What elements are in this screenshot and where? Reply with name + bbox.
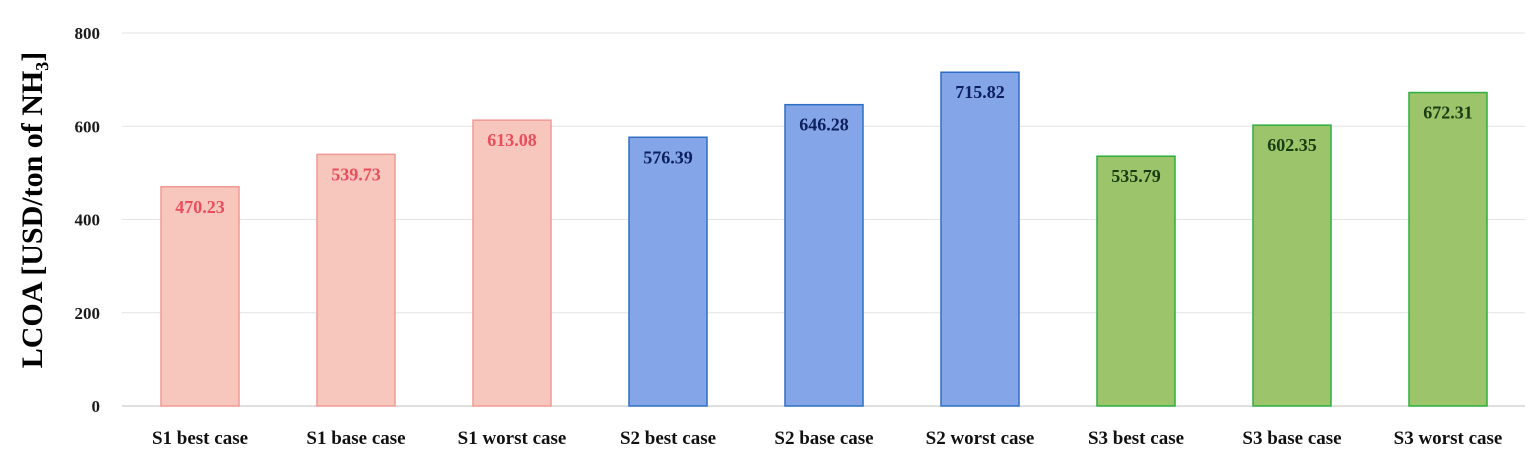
- category-label-s1-base-case: S1 base case: [306, 428, 405, 449]
- value-label-s2-base-case: 646.28: [799, 115, 849, 135]
- category-label-s3-worst-case: S3 worst case: [1394, 428, 1503, 449]
- value-label-s2-worst-case: 715.82: [955, 82, 1005, 102]
- category-label-s2-base-case: S2 base case: [774, 428, 873, 449]
- bar-s3-base-case: [1252, 124, 1332, 407]
- category-label-s1-best-case: S1 best case: [152, 428, 248, 449]
- bar-s2-base-case: [784, 103, 864, 407]
- value-label-s3-worst-case: 672.31: [1423, 103, 1473, 123]
- category-label-s1-worst-case: S1 worst case: [458, 428, 567, 449]
- bar-s2-worst-case: [940, 71, 1020, 407]
- bar-s1-base-case: [316, 153, 396, 407]
- bar-s1-best-case: [160, 186, 240, 407]
- value-label-s1-worst-case: 613.08: [487, 130, 537, 150]
- bar-s3-best-case: [1096, 155, 1176, 407]
- bar-s2-best-case: [628, 136, 708, 407]
- value-label-s1-best-case: 470.23: [175, 197, 225, 217]
- value-label-s3-best-case: 535.79: [1111, 166, 1161, 186]
- y-tick-label-400: 400: [75, 211, 101, 230]
- category-label-s2-best-case: S2 best case: [620, 428, 716, 449]
- value-label-s3-base-case: 602.35: [1267, 135, 1317, 155]
- y-tick-label-200: 200: [75, 304, 101, 323]
- category-label-s2-worst-case: S2 worst case: [926, 428, 1035, 449]
- value-label-s1-base-case: 539.73: [331, 164, 381, 184]
- tick-layer: 0 200 400 600 800: [75, 24, 101, 416]
- category-layer: S1 best case S1 base case S1 worst case S2 …: [152, 428, 1502, 449]
- y-tick-label-0: 0: [92, 397, 101, 416]
- bar-s1-worst-case: [472, 119, 552, 407]
- y-tick-label-600: 600: [75, 117, 101, 136]
- bar-layer: [160, 71, 1488, 407]
- y-axis-title: LCOA [USD/ton of NH₃]: [16, 52, 49, 369]
- category-label-s3-base-case: S3 base case: [1242, 428, 1341, 449]
- category-label-s3-best-case: S3 best case: [1088, 428, 1184, 449]
- label-layer: 470.23 539.73 613.08 576.39 646.28 715.82 535.…: [175, 82, 1473, 217]
- bar-s3-worst-case: [1408, 91, 1488, 407]
- y-tick-label-800: 800: [75, 24, 101, 43]
- value-label-s2-best-case: 576.39: [643, 147, 693, 167]
